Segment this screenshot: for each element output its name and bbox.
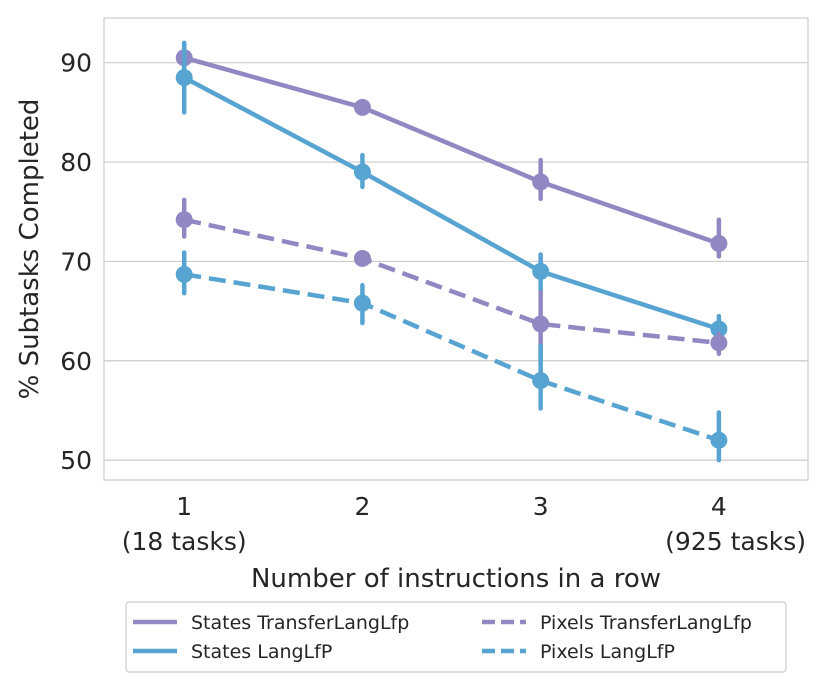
series-line: [183, 55, 720, 246]
series-group: [175, 197, 728, 364]
data-point: [710, 320, 728, 338]
data-point: [353, 294, 371, 312]
legend-label: States LangLfP: [191, 641, 332, 663]
y-tick-label: 70: [60, 247, 92, 276]
y-tick-label: 90: [60, 49, 92, 78]
data-point: [532, 173, 550, 191]
x-tick-sublabel: (925 tasks): [665, 527, 806, 556]
series-line: [183, 272, 720, 443]
legend-frame: [125, 601, 787, 673]
x-tick-sublabel: (18 tasks): [122, 527, 247, 556]
x-tick-label: 1: [176, 492, 192, 521]
legend-label: Pixels LangLfP: [540, 641, 675, 663]
data-point: [532, 372, 550, 390]
y-grid: [104, 62, 808, 461]
x-tick-labels: 1 (18 tasks) 2 3 4 (925 tasks): [122, 492, 806, 556]
series-group: [175, 250, 728, 463]
data-point: [175, 265, 193, 283]
legend-label: States TransferLangLfp: [191, 612, 409, 634]
series-layer: [175, 40, 728, 463]
data-point: [710, 235, 728, 253]
data-point: [710, 431, 728, 449]
series-group: [175, 40, 728, 344]
data-point: [353, 98, 371, 116]
legend-label: Pixels TransferLangLfp: [540, 612, 752, 634]
data-point: [175, 69, 193, 87]
data-point: [710, 334, 728, 352]
data-point: [532, 262, 550, 280]
x-tick-label: 2: [354, 492, 370, 521]
plot-area-frame: [103, 17, 809, 481]
data-point: [175, 211, 193, 229]
series-line: [183, 217, 720, 346]
y-tick-label: 80: [60, 148, 92, 177]
data-point: [353, 163, 371, 181]
series-line: [183, 75, 720, 332]
x-tick-label: 3: [533, 492, 549, 521]
x-tick-label: 4: [711, 492, 727, 521]
y-tick-label: 50: [60, 446, 92, 475]
y-tick-label: 60: [60, 347, 92, 376]
legend: States TransferLangLfp States LangLfP Pixe…: [125, 601, 787, 673]
x-axis-label: Number of instructions in a row: [251, 564, 661, 594]
y-tick-labels: 50 60 70 80 90: [60, 49, 92, 475]
y-axis-label: % Subtasks Completed: [15, 99, 45, 400]
data-point: [532, 315, 550, 333]
data-point: [353, 249, 371, 267]
